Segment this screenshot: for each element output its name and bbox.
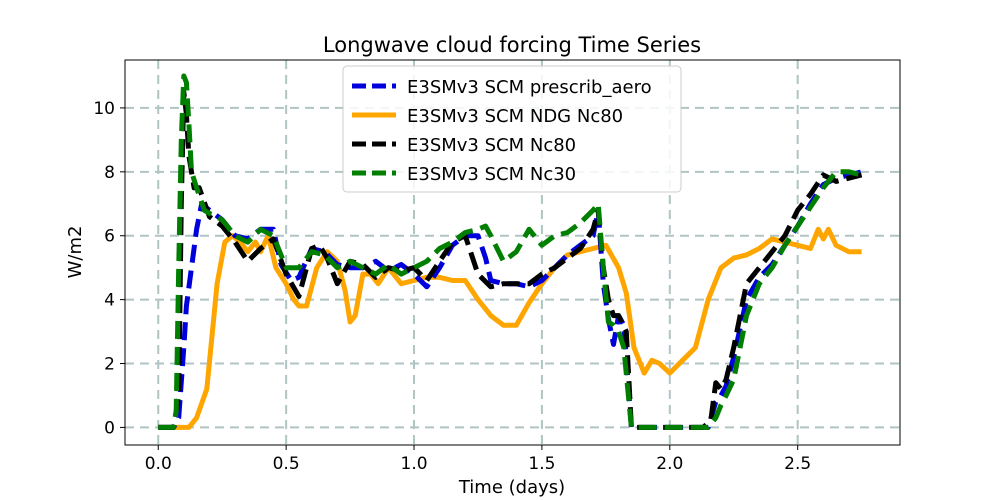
x-tick-label: 1.5 xyxy=(528,454,555,474)
series-line-2 xyxy=(158,89,863,430)
legend-label-1: E3SMv3 SCM NDG Nc80 xyxy=(407,106,623,127)
legend-label-2: E3SMv3 SCM Nc80 xyxy=(407,135,576,156)
y-axis-label: W/m2 xyxy=(65,226,86,279)
x-tick-label: 1.0 xyxy=(401,454,428,474)
x-tick-label: 2.5 xyxy=(784,454,811,474)
x-axis: 0.0 0.5 1.0 1.5 2.0 2.5 xyxy=(145,445,811,474)
x-tick-label: 2.0 xyxy=(656,454,683,474)
x-tick-label: 0.5 xyxy=(273,454,300,474)
series-line-3 xyxy=(158,73,863,430)
y-tick-label: 0 xyxy=(104,418,115,438)
y-tick-label: 8 xyxy=(104,163,115,183)
legend-label-0: E3SMv3 SCM prescrib_aero xyxy=(407,77,652,98)
plot-lines xyxy=(158,73,863,430)
plot-frame xyxy=(124,59,901,446)
chart-title: Longwave cloud forcing Time Series xyxy=(323,33,701,57)
y-tick-label: 4 xyxy=(104,291,115,311)
series-line-1 xyxy=(158,226,862,430)
legend-label-3: E3SMv3 SCM Nc30 xyxy=(407,164,576,185)
y-tick-label: 6 xyxy=(104,227,115,247)
y-tick-label: 10 xyxy=(93,99,115,119)
y-axis: 0 2 4 6 8 10 xyxy=(93,99,125,438)
legend: E3SMv3 SCM prescrib_aero E3SMv3 SCM NDG N… xyxy=(342,65,682,193)
x-axis-label: Time (days) xyxy=(458,477,565,498)
y-tick-label: 2 xyxy=(104,355,115,375)
x-tick-label: 0.0 xyxy=(145,454,172,474)
legend-box xyxy=(342,65,682,193)
